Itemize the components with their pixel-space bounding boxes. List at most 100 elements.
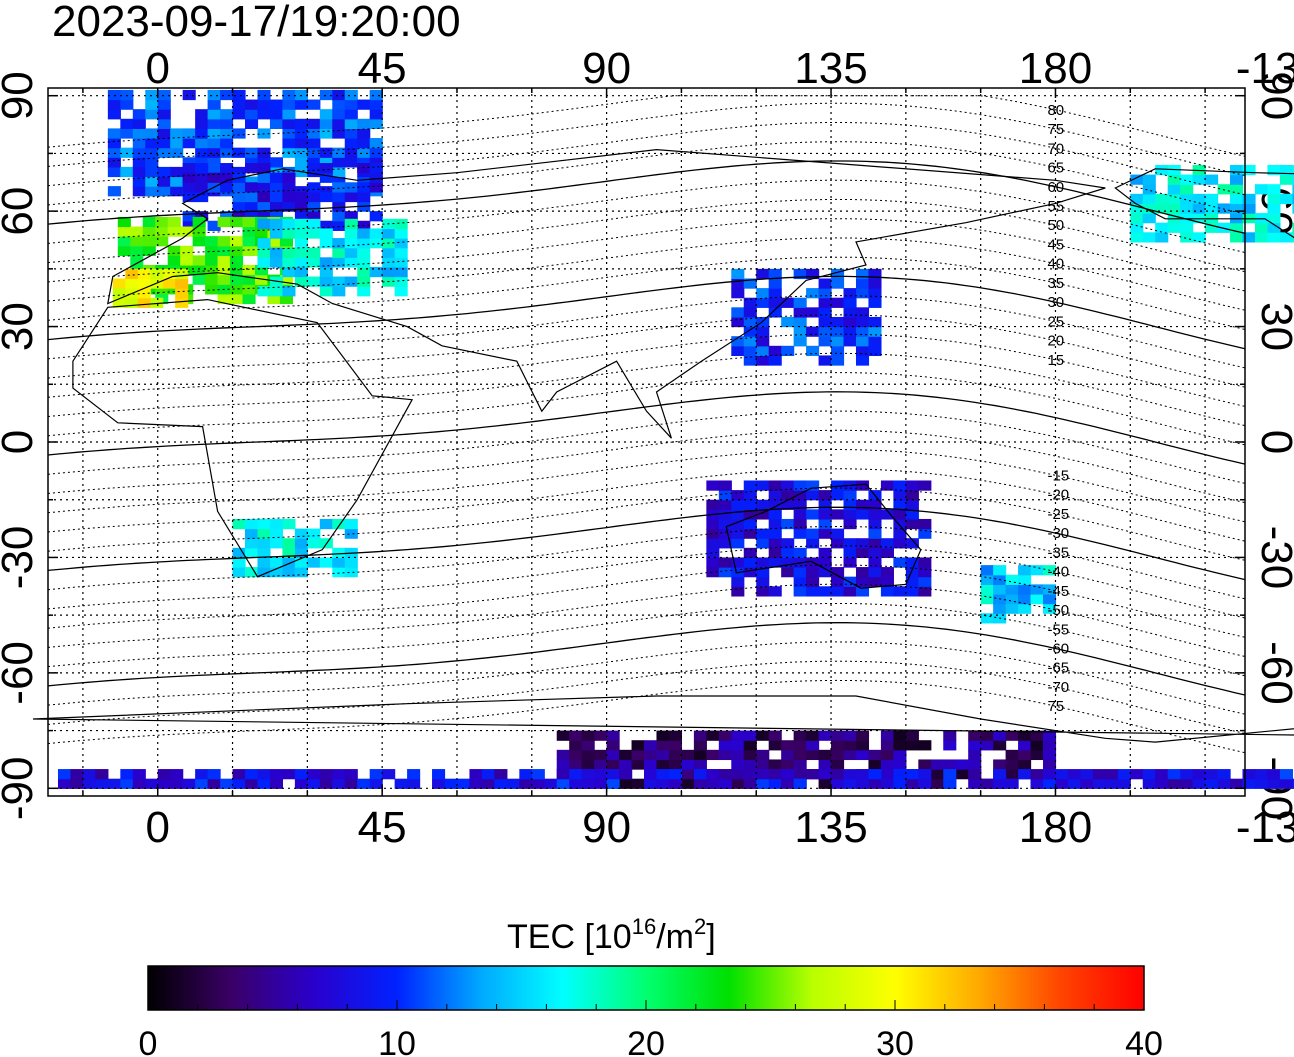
tec-cell	[731, 268, 745, 280]
tec-cell	[818, 336, 832, 347]
tec-cell	[855, 499, 870, 510]
tec-cell	[806, 528, 820, 539]
tec-cell	[1267, 193, 1281, 205]
tec-cell	[257, 157, 271, 168]
tec-cell	[1292, 222, 1294, 233]
tec-cell	[269, 528, 284, 539]
tec-cell	[207, 89, 221, 101]
tec-cell	[855, 740, 870, 751]
tec-cell	[195, 182, 209, 193]
tec-cell	[868, 557, 882, 568]
tec-cell	[269, 247, 284, 258]
tec-cell	[217, 216, 231, 228]
tec-cell	[1055, 778, 1069, 789]
tec-cell	[192, 216, 206, 228]
tec-cell	[207, 147, 221, 158]
tec-cell	[1043, 778, 1057, 789]
tec-cell	[132, 176, 146, 187]
magnetic-latitude-contour	[47, 237, 1246, 311]
tec-cell	[1167, 769, 1181, 780]
tec-cell	[307, 557, 321, 568]
tec-cell	[556, 749, 570, 761]
tec-cell	[1180, 174, 1194, 185]
tec-cell	[743, 769, 757, 780]
tec-cell	[257, 163, 271, 174]
tec-cell	[282, 99, 296, 110]
tec-cell	[282, 257, 296, 268]
coastline	[32, 695, 1294, 743]
tec-cell	[1167, 203, 1181, 214]
tec-cell	[307, 276, 321, 287]
tec-cell	[282, 266, 296, 278]
tec-cell	[1217, 203, 1231, 214]
tec-cell	[556, 759, 570, 770]
tec-cell	[768, 490, 782, 501]
tec-cell	[793, 297, 807, 308]
tec-cell	[319, 89, 333, 101]
magnetic-latitude-contour	[47, 641, 1246, 715]
tec-cell	[182, 163, 196, 174]
tec-cell	[893, 759, 907, 770]
magnetic-latitude-label: -45	[1047, 583, 1069, 600]
tec-cell	[232, 109, 246, 120]
tec-cell	[1130, 203, 1144, 214]
tec-cell	[868, 769, 882, 780]
tec-cell	[294, 257, 308, 268]
tec-cell	[743, 307, 757, 318]
tec-cell	[768, 278, 782, 289]
tec-cell	[220, 118, 234, 130]
tec-cell	[718, 528, 732, 539]
tec-cell	[167, 226, 181, 237]
tec-cell	[681, 759, 695, 770]
tec-cell	[245, 547, 259, 559]
coastlines	[32, 148, 1294, 743]
tec-cell	[207, 118, 221, 130]
tec-cell	[556, 769, 570, 780]
tec-cell	[332, 182, 346, 193]
tec-cell	[806, 586, 820, 597]
tec-cell	[332, 769, 346, 780]
tec-cell	[880, 576, 894, 587]
tec-cell	[382, 266, 396, 278]
tec-cell	[195, 191, 209, 203]
tec-cell	[631, 749, 645, 761]
magnetic-latitude-contour	[47, 295, 1246, 369]
tec-cell	[182, 191, 196, 203]
tec-cell	[282, 547, 296, 559]
tec-cell	[232, 147, 246, 158]
tec-cell	[855, 355, 870, 366]
tec-cell	[855, 326, 870, 337]
tec-cell	[107, 89, 121, 101]
tec-cell	[793, 316, 807, 328]
tec-cell	[793, 268, 807, 280]
tec-cell	[319, 147, 333, 158]
tec-cell	[893, 778, 907, 789]
tec-cell	[245, 191, 259, 203]
tec-cell	[269, 172, 284, 183]
tec-cell	[781, 547, 795, 559]
tec-cell	[843, 336, 857, 347]
tec-cell	[880, 759, 894, 770]
tec-cell	[1018, 593, 1032, 605]
tec-cell	[182, 211, 196, 222]
tec-cell	[344, 238, 358, 249]
tec-cell	[344, 99, 358, 110]
tec-cell	[855, 586, 870, 597]
tec-cell	[781, 778, 795, 789]
tec-cell	[444, 778, 458, 789]
tec-cell	[806, 730, 820, 741]
tec-cell	[1067, 769, 1082, 780]
tec-cell	[344, 769, 358, 780]
tec-cell	[793, 307, 807, 318]
tec-cell	[170, 176, 184, 187]
tec-cell	[706, 547, 720, 559]
tec-cell	[806, 538, 820, 549]
tec-cell	[606, 730, 620, 741]
tec-cell	[793, 576, 807, 587]
tec-cell	[943, 778, 957, 789]
top-longitude-label: -135	[1236, 44, 1294, 93]
tec-cell	[843, 490, 857, 501]
tec-cell	[893, 480, 907, 491]
tec-cell	[319, 118, 333, 130]
tec-cell	[294, 211, 308, 222]
